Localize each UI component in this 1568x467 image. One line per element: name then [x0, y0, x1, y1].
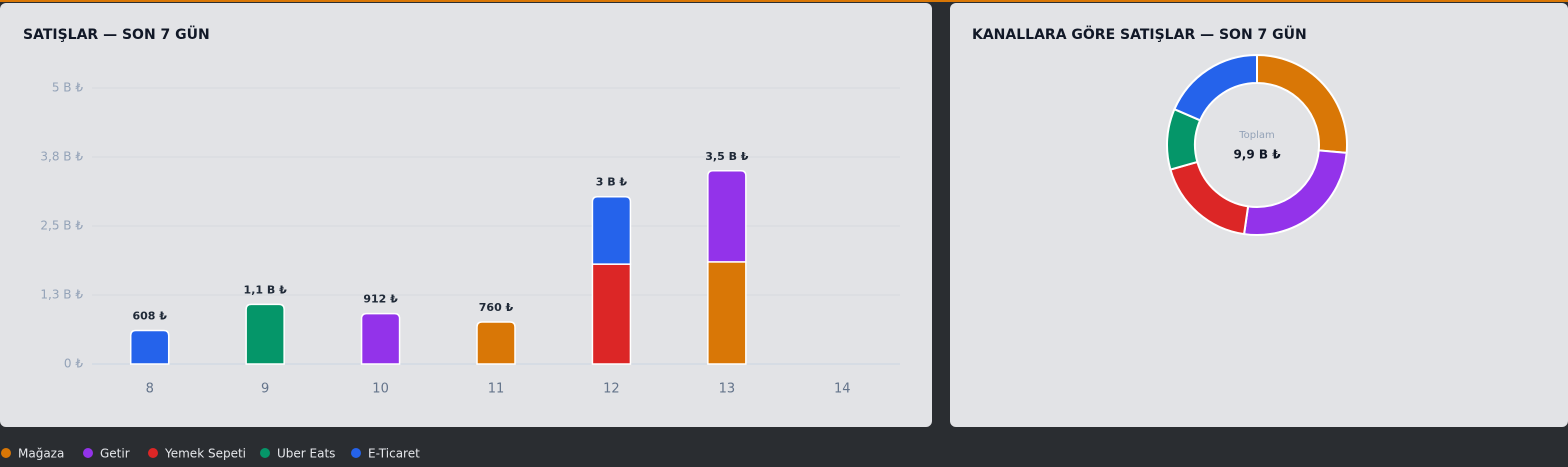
donut-center-title: Toplam — [1238, 130, 1275, 141]
x-tick-label: 10 — [372, 382, 389, 397]
bar-total-label: 760 ₺ — [479, 301, 514, 314]
legend-label: Mağaza — [18, 447, 64, 461]
y-tick-label: 5 B ₺ — [52, 81, 83, 95]
bar-total-label: 3,5 B ₺ — [705, 150, 749, 163]
x-tick-label: 12 — [603, 382, 620, 397]
x-tick-label: 11 — [488, 382, 505, 397]
legend-label: Getir — [100, 447, 130, 461]
bar-segment — [476, 321, 516, 365]
legend-swatch — [260, 448, 270, 458]
y-tick-label: 1,3 B ₺ — [40, 288, 83, 302]
y-tick-label: 3,8 B ₺ — [40, 150, 83, 164]
bar-segment — [591, 263, 632, 365]
donut-segment — [1173, 53, 1258, 122]
bar-segment — [360, 312, 401, 365]
bar-segment — [707, 170, 747, 263]
bar-total-label: 3 B ₺ — [596, 176, 628, 189]
legend-swatch — [1, 448, 11, 458]
x-tick-label: 14 — [834, 382, 851, 397]
x-tick-label: 9 — [261, 382, 269, 397]
legend-label: E-Ticaret — [368, 447, 420, 461]
legend-swatch — [83, 448, 93, 458]
bar-title: SATIŞLAR — SON 7 GÜN — [23, 25, 210, 43]
bar-segment — [707, 261, 747, 365]
bar-total-label: 1,1 B ₺ — [244, 283, 288, 296]
bar-segment — [129, 329, 170, 365]
donut-title: KANALLARA GÖRE SATIŞLAR — SON 7 GÜN — [972, 25, 1307, 43]
bar-segment — [591, 195, 632, 265]
donut-center-value: 9,9 B ₺ — [1233, 148, 1281, 162]
x-tick-label: 13 — [719, 382, 736, 397]
y-tick-label: 0 ₺ — [64, 357, 83, 371]
y-tick-label: 2,5 B ₺ — [40, 219, 83, 233]
x-tick-label: 8 — [146, 382, 154, 397]
legend-label: Yemek Sepeti — [164, 447, 246, 461]
legend-swatch — [351, 448, 361, 458]
bar-segment — [245, 303, 285, 365]
bar-panel — [0, 3, 932, 427]
bar-total-label: 912 ₺ — [363, 293, 398, 306]
top-border — [0, 0, 1568, 2]
legend-label: Uber Eats — [277, 447, 335, 461]
bar-total-label: 608 ₺ — [132, 309, 167, 322]
legend-swatch — [148, 448, 158, 458]
